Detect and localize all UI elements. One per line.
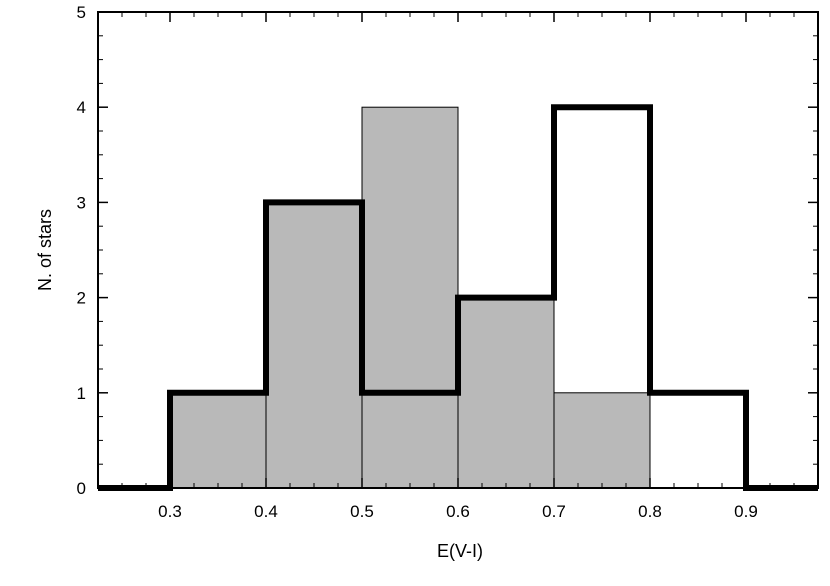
x-tick-label: 0.4 [254, 502, 278, 521]
gray-bars-layer [169, 106, 651, 489]
plot-frame [97, 11, 819, 489]
x-tick-labels: 0.3 0.4 0.5 0.6 0.7 0.8 0.9 [158, 502, 758, 521]
gray-bar-4 [553, 392, 651, 489]
x-tick-label: 0.5 [350, 502, 374, 521]
y-tick-label: 3 [77, 193, 86, 212]
gray-bar-3 [457, 297, 555, 489]
x-axis-title: E(V-I) [437, 541, 483, 561]
gray-bar-0 [169, 392, 267, 489]
y-tick-label: 2 [77, 289, 86, 308]
step-outline-series [98, 104, 818, 491]
y-tick-label: 1 [77, 384, 86, 403]
x-tick-label: 0.8 [638, 502, 662, 521]
y-tick-label: 4 [77, 98, 86, 117]
y-tick-label: 0 [77, 479, 86, 498]
gray-bar-2 [361, 106, 459, 489]
x-tick-label: 0.3 [158, 502, 182, 521]
x-tick-label: 0.6 [446, 502, 470, 521]
x-tick-label: 0.7 [542, 502, 566, 521]
gray-bar-1 [265, 201, 363, 489]
y-tick-label: 5 [77, 3, 86, 22]
y-tick-labels: 0 1 2 3 4 5 [77, 3, 86, 498]
y-axis-title: N. of stars [35, 209, 55, 291]
x-tick-label: 0.9 [734, 502, 758, 521]
